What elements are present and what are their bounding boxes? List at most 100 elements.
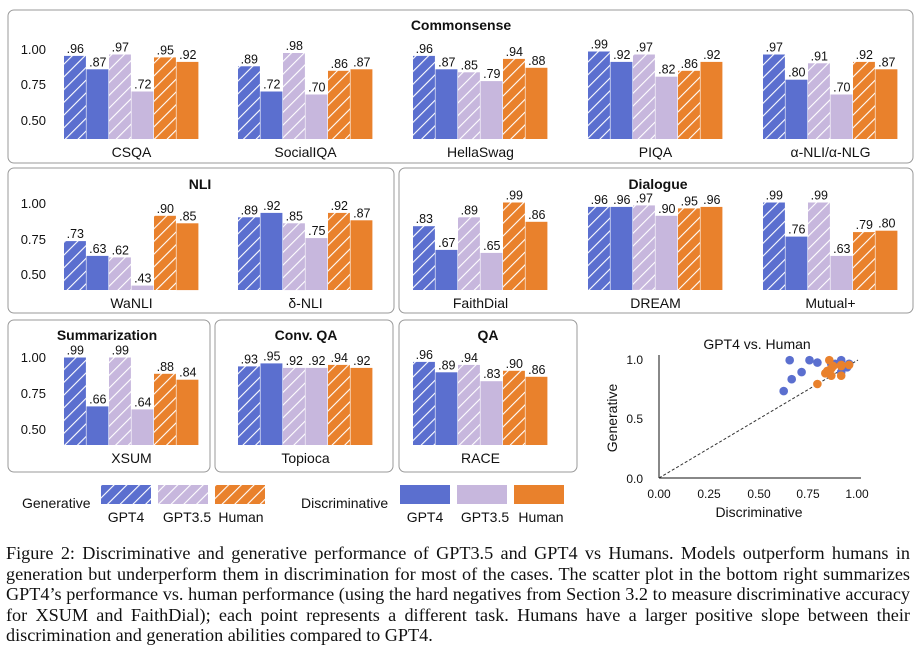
scatter-y-tick: 1.0 [626,353,643,367]
bar-value-label: .86 [681,57,698,71]
group-title-summarization: Summarization [57,327,157,343]
bar-value-label: .92 [856,48,873,62]
bar-gpt35-disc [655,215,678,290]
bar-gpt4-gen [763,54,785,139]
scatter-x-tick: 0.25 [697,487,721,501]
bar-gpt4-disc [435,69,458,139]
bar-value-label: .97 [112,41,129,55]
bar-value-label: .79 [856,218,873,232]
bar-gpt4-gen [64,241,86,290]
bar-value-label: .92 [263,199,280,213]
bar-value-label: .87 [438,55,455,69]
bar-value-label: .64 [134,395,151,409]
bar-value-label: .89 [438,358,455,372]
scatter-point-human [836,361,846,371]
task-label: Mutual+ [805,295,855,311]
bar-value-label: .70 [833,81,850,95]
task-label: SocialIQA [274,144,337,160]
bar-gpt35-disc [131,409,154,445]
bar-gpt35-disc [131,285,154,290]
bar-value-label: .72 [263,78,280,92]
bar-value-label: .79 [483,67,500,81]
bar-value-label: .66 [89,392,106,406]
bar-value-label: .87 [353,55,370,69]
bar-gpt4-gen [238,366,260,445]
scatter-point-gpt4 [805,355,814,365]
bar-value-label: .85 [286,209,303,223]
scatter-point-human [825,366,834,376]
task-label: RACE [461,450,500,466]
scatter-x-tick: 1.00 [845,487,869,501]
bar-value-label: .99 [112,344,129,358]
bar-value-label: .43 [134,272,151,286]
scatter-point-gpt4 [785,355,794,365]
legend-discriminative-label: Discriminative [301,495,388,511]
group-title-conv-qa: Conv. QA [275,327,338,343]
bar-gpt35-gen [283,367,305,445]
bar-value-label: .99 [766,189,783,203]
group-title-commonsense: Commonsense [411,17,512,33]
bar-value-label: .80 [788,66,805,80]
bar-value-label: .95 [681,194,698,208]
scatter-y-label: Generative [604,384,620,453]
bar-gpt4-disc [610,206,633,290]
bar-gpt35-gen [109,357,131,445]
y-tick-label: 1.00 [21,42,46,57]
bar-value-label: .92 [353,354,370,368]
bar-value-label: .95 [263,349,280,363]
bar-value-label: .99 [811,189,828,203]
y-tick-label: 0.50 [21,267,46,282]
bar-gpt4-gen [588,206,610,290]
panel-nli [7,167,395,314]
bar-human-disc [525,221,548,290]
figure-caption: Figure 2: Discriminative and generative … [6,543,910,646]
bar-value-label: .92 [331,199,348,213]
bar-value-label: .82 [658,63,675,77]
scatter-x-tick: 0.50 [747,487,771,501]
bar-gpt35-gen [633,205,655,290]
bar-human-disc [350,367,373,445]
scatter-point-human [836,371,846,381]
figure-canvas: Commonsense NLI Dialogue Summarization C… [7,9,914,525]
bar-human-gen [503,370,525,445]
bar-gpt35-gen [283,223,305,291]
bar-value-label: .97 [636,41,653,55]
bar-value-label: .96 [703,193,720,207]
legend-swatch-gpt35-discriminative [457,485,507,504]
scatter-point-human [844,360,854,370]
bar-human-disc [176,61,199,139]
group-title-nli: NLI [189,176,212,192]
bar-gpt35-disc [655,76,678,139]
bar-value-label: .86 [331,57,348,71]
bar-value-label: .96 [67,42,84,56]
bar-human-disc [350,220,373,290]
legend-item-gpt4: GPT4 [108,509,145,525]
bar-value-label: .86 [528,363,545,377]
bar-gpt4-gen [413,55,435,139]
bar-value-label: .75 [308,224,325,238]
bar-value-label: .97 [636,191,653,205]
bar-gpt4-disc [785,79,808,139]
bar-value-label: .85 [179,209,196,223]
bar-value-label: .96 [416,348,433,362]
scatter-title: GPT4 vs. Human [703,336,810,352]
caption-label: Figure 2: [6,543,75,563]
y-tick-label: 1.00 [21,350,46,365]
bar-value-label: .62 [112,243,129,257]
panel-summarization [7,319,211,473]
bar-value-label: .92 [286,354,303,368]
scatter-reference-line [658,359,859,479]
bar-gpt35-gen [283,53,305,139]
caption-text: Discriminative and generative performanc… [6,543,910,646]
bar-value-label: .63 [833,242,850,256]
bar-gpt4-gen [64,55,86,139]
y-tick-label: 0.50 [21,113,46,128]
bar-gpt35-disc [305,238,328,290]
bar-value-label: .99 [591,38,608,52]
bar-value-label: .92 [308,354,325,368]
bar-gpt35-disc [480,381,503,445]
bar-value-label: .94 [506,45,523,59]
scatter-x-label: Discriminative [715,504,802,520]
bar-value-label: .73 [67,227,84,241]
bar-human-gen [853,232,875,290]
